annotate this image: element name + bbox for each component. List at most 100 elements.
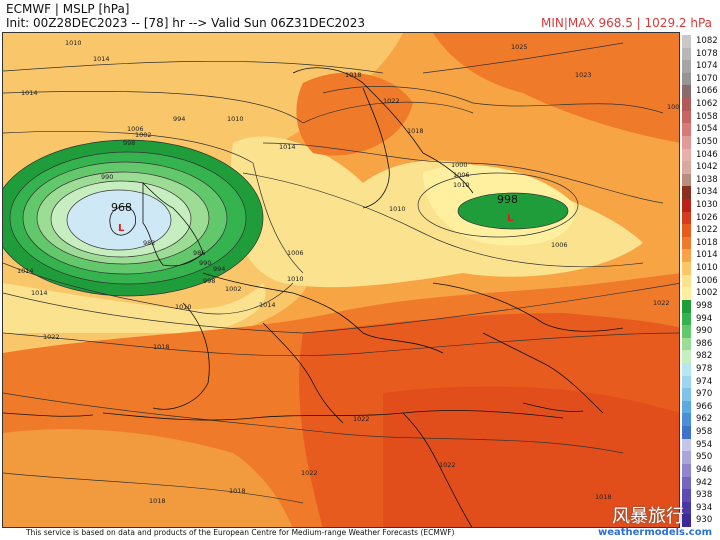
contour-label: 1014	[17, 267, 34, 275]
legend-swatch	[682, 312, 691, 326]
legend-label: 1006	[696, 275, 718, 286]
legend-entry: 1034	[682, 186, 720, 199]
contour-label: 990	[101, 173, 113, 181]
legend-label: 978	[696, 364, 713, 374]
legend-entry: 954	[682, 438, 720, 452]
contour-label: 994	[213, 265, 225, 273]
contour-label: 1006	[453, 171, 470, 179]
legend-swatch	[682, 400, 691, 414]
legend-label: 1042	[696, 162, 718, 173]
legend-label: 994	[696, 313, 713, 324]
contour-label: 1018	[595, 493, 612, 501]
contour-label: 1022	[439, 461, 456, 469]
legend-swatch	[682, 148, 691, 162]
legend-label: 1062	[696, 99, 718, 110]
legend-entry: 1042	[682, 161, 720, 174]
legend-swatch	[682, 236, 691, 250]
legend-entry: 1006	[682, 274, 720, 288]
legend-swatch	[682, 135, 691, 149]
contour-label: 1018	[407, 127, 424, 135]
legend-entry: 1078	[682, 47, 720, 61]
legend-swatch	[682, 98, 691, 111]
contour-label: 1018	[153, 343, 170, 351]
legend-entry: 1002	[682, 287, 720, 300]
legend-entry: 1046	[682, 148, 720, 162]
contour-label: 1002	[135, 131, 152, 139]
low-marker-atlantic: L	[118, 223, 125, 234]
contour-label: 1006	[551, 241, 568, 249]
legend-entry: 950	[682, 451, 720, 464]
legend-swatch	[682, 72, 691, 86]
contour-label: 1014	[21, 89, 38, 97]
legend-swatch	[682, 501, 691, 515]
contour-label: 990	[199, 259, 211, 267]
legend-label: 1034	[696, 187, 718, 198]
legend-swatch	[682, 110, 691, 124]
brand-link[interactable]: weathermodels.com	[597, 527, 712, 538]
legend-entry: 1014	[682, 249, 720, 263]
legend-swatch	[682, 211, 691, 225]
map-canvas: 968 L 998 L 1010 1014 1014 1010 1006 100…	[3, 33, 680, 527]
legend-label: 1026	[696, 212, 718, 223]
legend-swatch	[682, 476, 691, 490]
legend-label: 942	[696, 477, 713, 488]
legend-label: 1014	[696, 250, 718, 261]
middle-east-high	[383, 386, 679, 527]
legend-swatch	[682, 85, 691, 99]
legend-swatch	[682, 375, 691, 389]
isobars	[3, 42, 679, 504]
legend-entry: 930	[682, 514, 720, 527]
pressure-legend: 1082 1078 1074 1070 1066 1062 1058 1054 1050 1046…	[682, 35, 720, 527]
legend-swatch	[682, 388, 691, 401]
low-marker-russia: L	[507, 213, 514, 224]
legend-entry: 982	[682, 350, 720, 363]
legend-entry: 1030	[682, 199, 720, 212]
legend-label: 950	[696, 452, 713, 463]
contour-label: 1010	[65, 39, 82, 47]
legend-swatch	[682, 325, 691, 338]
contour-label: 1022	[383, 97, 400, 105]
legend-entry: 1050	[682, 135, 720, 149]
legend-entry: 958	[682, 426, 720, 439]
legend-entry: 1054	[682, 123, 720, 136]
contour-label: 1006	[127, 125, 144, 133]
legend-entry: 1010	[682, 262, 720, 275]
contour-label: 1018	[149, 497, 166, 505]
legend-swatch	[682, 60, 691, 73]
contour-label: 998	[123, 139, 135, 147]
legend-entry: 1026	[682, 211, 720, 225]
legend-label: 1082	[696, 36, 718, 46]
contour-label: 998	[203, 277, 215, 285]
legend-label: 1010	[696, 263, 718, 274]
init-valid-line: Init: 00Z28DEC2023 -- [78] hr --> Valid …	[6, 16, 366, 30]
contour-label: 1022	[43, 333, 60, 341]
legend-entry: 1074	[682, 60, 720, 73]
contour-label: 1002	[667, 103, 680, 111]
watermark: 风暴旅行	[612, 506, 684, 527]
north-africa-west	[3, 429, 293, 527]
legend-swatch	[682, 274, 691, 288]
contour-label: 1018	[229, 487, 246, 495]
contour-labels: 1010 1014 1014 1010 1006 1002 998 994 99…	[17, 39, 680, 505]
yellow-band-south	[3, 283, 266, 333]
min-max-readout: MIN|MAX 968.5 | 1029.2 hPa	[541, 16, 712, 30]
legend-entry: 1062	[682, 98, 720, 111]
legend-entry: 974	[682, 375, 720, 389]
legend-entry: 962	[682, 413, 720, 427]
legend-entry: 942	[682, 476, 720, 490]
legend-entry: 1070	[682, 72, 720, 86]
legend-label: 1046	[696, 149, 718, 160]
legend-entry: 1018	[682, 236, 720, 250]
pressure-map[interactable]: 968 L 998 L 1010 1014 1014 1010 1006 100…	[2, 32, 680, 528]
contour-label: 1023	[575, 71, 592, 79]
legend-label: 962	[696, 414, 713, 425]
legend-label: 1018	[696, 237, 718, 248]
legend-swatch	[682, 489, 691, 502]
legend-swatch	[682, 199, 691, 212]
contour-label: 1022	[301, 469, 318, 477]
legend-label: 1066	[696, 86, 718, 97]
low-center-label-russia: 998	[497, 193, 518, 206]
legend-label: 974	[696, 376, 713, 387]
legend-swatch	[682, 186, 691, 199]
legend-entry: 986	[682, 337, 720, 351]
